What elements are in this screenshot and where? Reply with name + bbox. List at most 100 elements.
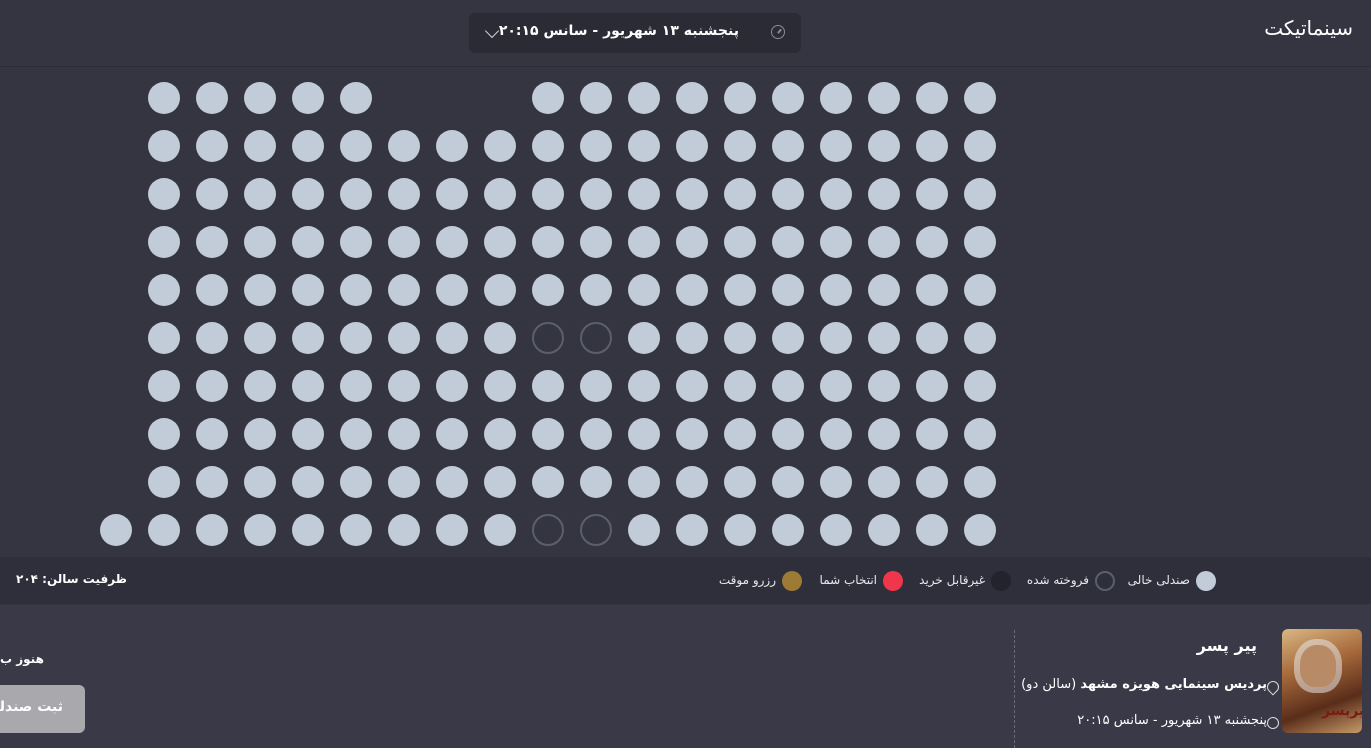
seat-free[interactable]	[436, 466, 468, 498]
seat-free[interactable]	[484, 466, 516, 498]
seat-free[interactable]	[484, 226, 516, 258]
seat-free[interactable]	[148, 466, 180, 498]
session-dropdown[interactable]: پنجشنبه ۱۳ شهریور - سانس ۲۰:۱۵	[469, 13, 801, 53]
seat-free[interactable]	[724, 514, 756, 546]
seat-free[interactable]	[868, 418, 900, 450]
seat-free[interactable]	[868, 178, 900, 210]
seat-free[interactable]	[100, 514, 132, 546]
seat-free[interactable]	[916, 418, 948, 450]
seat-free[interactable]	[196, 322, 228, 354]
seat-free[interactable]	[772, 178, 804, 210]
seat-free[interactable]	[724, 466, 756, 498]
seat-free[interactable]	[868, 466, 900, 498]
seat-free[interactable]	[532, 466, 564, 498]
seat-free[interactable]	[388, 370, 420, 402]
seat-free[interactable]	[772, 370, 804, 402]
seat-free[interactable]	[724, 82, 756, 114]
seat-free[interactable]	[772, 226, 804, 258]
seat-free[interactable]	[868, 370, 900, 402]
seat-free[interactable]	[532, 130, 564, 162]
seat-free[interactable]	[388, 178, 420, 210]
seat-free[interactable]	[388, 226, 420, 258]
seat-free[interactable]	[196, 82, 228, 114]
seat-free[interactable]	[676, 274, 708, 306]
seat-free[interactable]	[676, 370, 708, 402]
seat-free[interactable]	[340, 370, 372, 402]
seat-free[interactable]	[868, 322, 900, 354]
seat-free[interactable]	[628, 178, 660, 210]
seat-free[interactable]	[580, 274, 612, 306]
seat-free[interactable]	[484, 322, 516, 354]
seat-free[interactable]	[964, 322, 996, 354]
seat-free[interactable]	[964, 274, 996, 306]
seat-free[interactable]	[292, 418, 324, 450]
seat-free[interactable]	[964, 82, 996, 114]
seat-free[interactable]	[772, 274, 804, 306]
seat-free[interactable]	[724, 178, 756, 210]
submit-seat-button[interactable]: ثبت صندلی	[0, 685, 85, 733]
seat-free[interactable]	[388, 466, 420, 498]
seat-free[interactable]	[484, 130, 516, 162]
seat-free[interactable]	[532, 226, 564, 258]
seat-free[interactable]	[820, 466, 852, 498]
seat-free[interactable]	[916, 82, 948, 114]
seat-free[interactable]	[436, 370, 468, 402]
seat-free[interactable]	[340, 466, 372, 498]
seat-free[interactable]	[292, 130, 324, 162]
seat-free[interactable]	[292, 226, 324, 258]
seat-free[interactable]	[964, 514, 996, 546]
seat-free[interactable]	[196, 514, 228, 546]
seat-free[interactable]	[340, 178, 372, 210]
seat-free[interactable]	[580, 178, 612, 210]
seat-free[interactable]	[196, 370, 228, 402]
seat-free[interactable]	[148, 514, 180, 546]
seat-free[interactable]	[484, 274, 516, 306]
seat-free[interactable]	[628, 370, 660, 402]
seat-free[interactable]	[244, 178, 276, 210]
seat-free[interactable]	[244, 418, 276, 450]
seat-free[interactable]	[628, 514, 660, 546]
seat-free[interactable]	[340, 130, 372, 162]
seat-free[interactable]	[724, 274, 756, 306]
seat-free[interactable]	[388, 514, 420, 546]
seat-free[interactable]	[388, 322, 420, 354]
seat-free[interactable]	[484, 418, 516, 450]
seat-free[interactable]	[436, 274, 468, 306]
seat-free[interactable]	[196, 130, 228, 162]
seat-free[interactable]	[916, 274, 948, 306]
seat-free[interactable]	[676, 82, 708, 114]
seat-free[interactable]	[340, 514, 372, 546]
seat-free[interactable]	[580, 226, 612, 258]
seat-free[interactable]	[676, 514, 708, 546]
seat-free[interactable]	[772, 418, 804, 450]
seat-free[interactable]	[196, 226, 228, 258]
seat-free[interactable]	[580, 370, 612, 402]
seat-free[interactable]	[580, 130, 612, 162]
seat-free[interactable]	[436, 226, 468, 258]
seat-free[interactable]	[388, 130, 420, 162]
seat-free[interactable]	[820, 130, 852, 162]
seat-free[interactable]	[532, 178, 564, 210]
seat-free[interactable]	[388, 418, 420, 450]
seat-free[interactable]	[772, 82, 804, 114]
seat-free[interactable]	[244, 322, 276, 354]
seat-free[interactable]	[292, 466, 324, 498]
seat-free[interactable]	[244, 514, 276, 546]
seat-free[interactable]	[388, 274, 420, 306]
seat-free[interactable]	[484, 370, 516, 402]
seat-free[interactable]	[196, 418, 228, 450]
seat-free[interactable]	[148, 82, 180, 114]
seat-free[interactable]	[868, 274, 900, 306]
seat-free[interactable]	[868, 514, 900, 546]
seat-free[interactable]	[916, 466, 948, 498]
seat-free[interactable]	[820, 274, 852, 306]
seat-free[interactable]	[580, 466, 612, 498]
seat-free[interactable]	[916, 514, 948, 546]
seat-free[interactable]	[820, 370, 852, 402]
seat-free[interactable]	[964, 418, 996, 450]
seat-free[interactable]	[820, 226, 852, 258]
seat-free[interactable]	[148, 322, 180, 354]
seat-free[interactable]	[628, 226, 660, 258]
seat-free[interactable]	[676, 226, 708, 258]
